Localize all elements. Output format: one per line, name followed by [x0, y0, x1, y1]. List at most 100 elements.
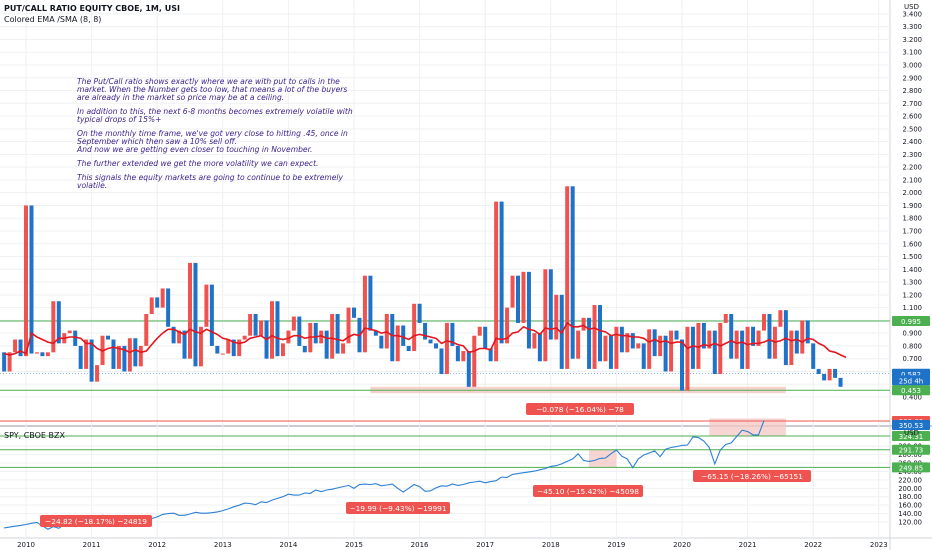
ratio-bar[interactable]: [663, 335, 668, 372]
ratio-bar[interactable]: [40, 352, 45, 357]
ratio-bar[interactable]: [324, 330, 329, 359]
ratio-bar[interactable]: [95, 365, 100, 382]
ratio-bar[interactable]: [718, 322, 723, 375]
ratio-bar[interactable]: [84, 339, 89, 369]
ratio-bar[interactable]: [455, 345, 460, 362]
spy-measure-label[interactable]: −24.82 (−18.17%) −24819: [45, 517, 147, 526]
ratio-bar[interactable]: [259, 320, 264, 336]
ratio-bar[interactable]: [444, 322, 449, 375]
ratio-bar[interactable]: [45, 352, 50, 357]
ratio-bar[interactable]: [565, 186, 570, 369]
ratio-bar[interactable]: [29, 205, 34, 354]
ratio-bar[interactable]: [330, 313, 335, 359]
ratio-bar[interactable]: [335, 313, 340, 354]
ratio-bar[interactable]: [275, 301, 280, 357]
ratio-bar[interactable]: [570, 186, 575, 359]
ratio-bar[interactable]: [226, 339, 231, 354]
ratio-bar[interactable]: [767, 313, 772, 359]
ratio-bar[interactable]: [740, 330, 745, 369]
ratio-bar[interactable]: [313, 322, 318, 344]
ratio-bar[interactable]: [669, 330, 674, 372]
ratio-bar[interactable]: [734, 330, 739, 359]
ratio-bar[interactable]: [155, 297, 160, 308]
ratio-bar[interactable]: [220, 353, 225, 355]
ratio-bar[interactable]: [472, 335, 477, 387]
ratio-bar[interactable]: [811, 343, 816, 369]
ratio-bar[interactable]: [406, 345, 411, 352]
ratio-bar[interactable]: [477, 326, 482, 336]
spy-measure-label-bg[interactable]: [346, 502, 450, 514]
ratio-bar[interactable]: [466, 351, 471, 387]
ratio-bar[interactable]: [690, 326, 695, 369]
ratio-bar[interactable]: [166, 288, 171, 327]
ratio-bar[interactable]: [647, 329, 652, 369]
ratio-bar[interactable]: [723, 313, 728, 323]
ratio-bar[interactable]: [641, 343, 646, 369]
ratio-bar[interactable]: [182, 330, 187, 359]
symbol-title[interactable]: PUT/CALL RATIO EQUITY CBOE, 1M, USI: [4, 4, 180, 13]
ratio-bar[interactable]: [89, 339, 94, 382]
ratio-bar[interactable]: [800, 320, 805, 354]
indicator-title[interactable]: Colored EMA /SMA (8, 8): [4, 15, 102, 24]
ratio-bar[interactable]: [368, 275, 373, 331]
spy-measure-label[interactable]: −45.10 (−15.42%) −45098: [537, 487, 639, 496]
ratio-bar[interactable]: [756, 330, 761, 346]
spy-zone[interactable]: [709, 418, 786, 437]
ratio-bar[interactable]: [805, 320, 810, 344]
ratio-bar[interactable]: [106, 335, 110, 340]
ratio-bar[interactable]: [209, 284, 214, 346]
ratio-bar[interactable]: [652, 329, 657, 357]
ratio-bar[interactable]: [450, 322, 455, 346]
ratio-bar[interactable]: [67, 330, 72, 334]
ratio-bar[interactable]: [685, 326, 690, 391]
spy-measure-label-bg[interactable]: [693, 470, 811, 482]
ratio-bar[interactable]: [592, 305, 597, 369]
ratio-bar[interactable]: [751, 326, 756, 346]
ratio-bar[interactable]: [680, 339, 684, 391]
ratio-bar[interactable]: [56, 301, 61, 344]
ratio-bar[interactable]: [488, 348, 493, 362]
ratio-bar[interactable]: [822, 374, 827, 381]
ratio-bar[interactable]: [833, 368, 838, 378]
ratio-bar[interactable]: [198, 326, 203, 367]
ratio-bar[interactable]: [24, 205, 28, 357]
ratio-bar[interactable]: [18, 339, 23, 357]
ratio-bar[interactable]: [160, 288, 165, 308]
ratio-bar[interactable]: [625, 333, 630, 353]
ratio-bar[interactable]: [373, 330, 378, 336]
lower-symbol-title[interactable]: SPY, CBOE BZX: [4, 431, 65, 440]
ratio-bar[interactable]: [510, 275, 515, 308]
measure-label-bg[interactable]: [526, 403, 634, 415]
ratio-bar[interactable]: [379, 335, 384, 349]
ratio-bar[interactable]: [636, 343, 641, 349]
ratio-bar[interactable]: [532, 333, 537, 349]
ratio-bar[interactable]: [745, 326, 750, 369]
ratio-bar[interactable]: [696, 322, 701, 369]
ratio-bar[interactable]: [127, 338, 132, 372]
ratio-bar[interactable]: [543, 269, 548, 362]
ratio-bar[interactable]: [816, 368, 821, 375]
ratio-bar[interactable]: [701, 322, 706, 349]
ratio-bar[interactable]: [352, 307, 356, 318]
ratio-bar[interactable]: [494, 201, 499, 362]
ratio-bar[interactable]: [707, 330, 712, 349]
ratio-bar[interactable]: [390, 313, 395, 362]
ratio-bar[interactable]: [248, 313, 253, 336]
ratio-bar[interactable]: [789, 330, 794, 366]
ratio-bar[interactable]: [674, 330, 679, 340]
ratio-bar[interactable]: [439, 348, 444, 375]
measure-label-top[interactable]: −0.078 (−16.04%) −78: [536, 405, 624, 414]
ratio-bar[interactable]: [608, 335, 613, 369]
ratio-bar[interactable]: [516, 275, 520, 323]
spy-measure-label-bg[interactable]: [533, 485, 643, 497]
ratio-bar[interactable]: [526, 271, 531, 349]
ratio-bar[interactable]: [630, 333, 635, 349]
ratio-bar[interactable]: [171, 326, 176, 344]
ratio-bar[interactable]: [78, 345, 83, 369]
ratio-bar[interactable]: [116, 345, 121, 369]
ratio-bar[interactable]: [598, 305, 602, 362]
ratio-bar[interactable]: [362, 275, 367, 353]
ratio-bar[interactable]: [499, 201, 504, 344]
ratio-bar[interactable]: [319, 330, 324, 344]
